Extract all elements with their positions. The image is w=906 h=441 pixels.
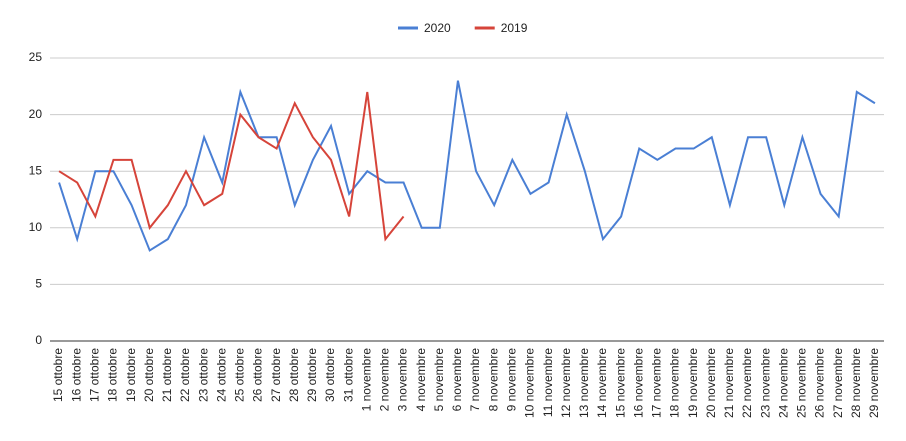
legend-label: 2019 bbox=[501, 21, 528, 35]
x-tick-label: 20 ottobre bbox=[142, 348, 156, 402]
x-tick-label: 10 novembre bbox=[523, 348, 537, 418]
y-tick-label: 20 bbox=[29, 107, 43, 121]
x-tick-label: 1 novembre bbox=[359, 348, 373, 412]
x-tick-label: 29 novembre bbox=[867, 348, 881, 418]
x-tick-label: 8 novembre bbox=[486, 348, 500, 412]
series-line bbox=[58, 91, 405, 242]
x-tick-label: 19 ottobre bbox=[124, 348, 138, 402]
x-tick-label: 22 novembre bbox=[740, 348, 754, 418]
x-tick-label: 19 novembre bbox=[686, 348, 700, 418]
x-tick-label: 24 ottobre bbox=[214, 348, 228, 402]
x-tick-label: 4 novembre bbox=[414, 348, 428, 412]
x-tick-label: 16 ottobre bbox=[69, 348, 83, 402]
x-tick-label: 31 ottobre bbox=[341, 348, 355, 402]
x-tick-label: 20 novembre bbox=[704, 348, 718, 418]
x-tick-label: 2 novembre bbox=[378, 348, 392, 412]
x-tick-label: 27 novembre bbox=[831, 348, 845, 418]
x-tick-label: 9 novembre bbox=[504, 348, 518, 412]
x-tick-label: 29 ottobre bbox=[305, 348, 319, 402]
x-tick-label: 26 ottobre bbox=[251, 348, 265, 402]
x-tick-label: 21 ottobre bbox=[160, 348, 174, 402]
x-tick-label: 27 ottobre bbox=[269, 348, 283, 402]
x-tick-label: 17 ottobre bbox=[87, 348, 101, 402]
y-tick-label: 10 bbox=[29, 220, 43, 234]
legend-label: 2020 bbox=[424, 21, 451, 35]
x-tick-label: 13 novembre bbox=[577, 348, 591, 418]
x-tick-label: 12 novembre bbox=[559, 348, 573, 418]
x-tick-label: 7 novembre bbox=[468, 348, 482, 412]
x-tick-label: 6 novembre bbox=[450, 348, 464, 412]
x-tick-label: 30 ottobre bbox=[323, 348, 337, 402]
y-tick-label: 15 bbox=[29, 163, 43, 177]
x-tick-label: 24 novembre bbox=[776, 348, 790, 418]
y-tick-label: 0 bbox=[35, 333, 42, 347]
x-tick-label: 15 ottobre bbox=[51, 348, 65, 402]
x-tick-label: 21 novembre bbox=[722, 348, 736, 418]
x-tick-label: 28 novembre bbox=[849, 348, 863, 418]
x-tick-label: 25 novembre bbox=[795, 348, 809, 418]
x-tick-label: 3 novembre bbox=[396, 348, 410, 412]
y-tick-label: 5 bbox=[35, 277, 42, 291]
x-tick-label: 15 novembre bbox=[613, 348, 627, 418]
x-tick-label: 18 ottobre bbox=[106, 348, 120, 402]
x-tick-label: 14 novembre bbox=[595, 348, 609, 418]
x-tick-label: 25 ottobre bbox=[233, 348, 247, 402]
x-tick-label: 18 novembre bbox=[668, 348, 682, 418]
x-tick-label: 5 novembre bbox=[432, 348, 446, 412]
x-tick-label: 28 ottobre bbox=[287, 348, 301, 402]
x-tick-label: 16 novembre bbox=[631, 348, 645, 418]
y-tick-label: 25 bbox=[29, 50, 43, 64]
series-line bbox=[58, 80, 876, 252]
x-tick-label: 22 ottobre bbox=[178, 348, 192, 402]
x-tick-label: 23 novembre bbox=[758, 348, 772, 418]
x-tick-label: 17 novembre bbox=[650, 348, 664, 418]
x-tick-label: 23 ottobre bbox=[196, 348, 210, 402]
x-tick-label: 11 novembre bbox=[541, 348, 555, 417]
x-tick-label: 26 novembre bbox=[813, 348, 827, 418]
